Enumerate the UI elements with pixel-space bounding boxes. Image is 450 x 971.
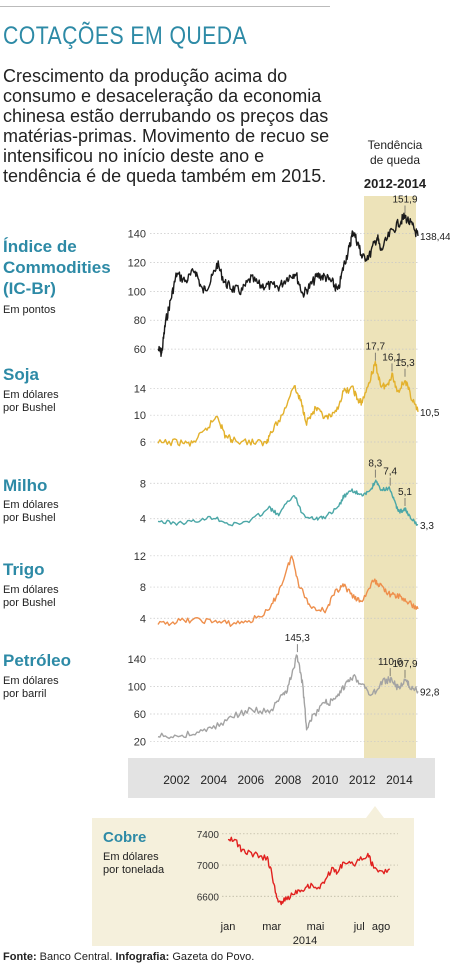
trigo-unit-line2: por Bushel — [3, 597, 56, 609]
soja-data-label: 16,1 — [382, 352, 402, 363]
soja-data-label: 10,5 — [420, 408, 440, 419]
x-tick-label: 2012 — [349, 773, 376, 787]
trigo-series-line — [157, 555, 419, 627]
cobre-unit-line2: por tonelada — [103, 864, 165, 876]
petroleo-data-label: 110,6 — [378, 657, 403, 668]
ic-title-line2: Commodities — [3, 258, 111, 277]
cobre-x-tick-label: ago — [372, 921, 390, 933]
petroleo-data-label: 145,3 — [285, 633, 310, 644]
ic-series-line — [157, 212, 419, 357]
ic-y-tick-label: 80 — [134, 315, 146, 327]
ic-data-label: 151,9 — [392, 194, 417, 205]
milho-data-label: 5,1 — [398, 487, 412, 498]
cobre-x-tick-label: jan — [220, 921, 236, 933]
x-tick-label: 2002 — [163, 773, 190, 787]
ic-y-tick-label: 140 — [128, 229, 146, 241]
soja-unit-line2: por Bushel — [3, 402, 56, 414]
ic-title-line1: Índice de — [3, 237, 77, 256]
cobre-series-line — [227, 836, 391, 906]
footer-infographic: Gazeta do Povo. — [169, 951, 255, 963]
soja-data-label: 17,7 — [366, 342, 386, 353]
petroleo-unit-line2: por barril — [3, 688, 47, 700]
trend-period: 2012-2014 — [363, 176, 427, 191]
milho-data-label: 3,3 — [420, 521, 434, 532]
milho-unit-line1: Em dólares — [3, 499, 59, 511]
milho-title: Milho — [3, 476, 48, 495]
petroleo-unit-line1: Em dólares — [3, 675, 59, 687]
soja-unit-line1: Em dólares — [3, 389, 59, 401]
ic-y-tick-label: 60 — [134, 344, 146, 356]
soja-data-label: 15,3 — [395, 358, 415, 369]
trigo-y-tick-label: 12 — [134, 551, 146, 563]
ic-title-line3: (IC-Br) — [3, 279, 56, 298]
x-axis-bar — [128, 758, 435, 798]
ic-y-tick-label: 100 — [128, 286, 146, 298]
milho-unit: Em dólares por Bushel — [3, 499, 59, 525]
soja-title: Soja — [3, 365, 39, 384]
trigo-y-tick-label: 4 — [140, 613, 146, 625]
footer-source: Banco Central. — [36, 951, 116, 963]
petroleo-y-tick-label: 100 — [128, 681, 146, 693]
petroleo-data-label: 92,8 — [420, 687, 440, 698]
milho-data-label: 8,3 — [368, 459, 382, 470]
lead-text: Crescimento da produção acima do consumo… — [3, 66, 330, 186]
x-tick-label: 2008 — [275, 773, 302, 787]
soja-y-tick-label: 6 — [140, 437, 146, 449]
ic-title: Índice de Commodities (IC-Br) — [3, 236, 111, 299]
cobre-year-label: 2014 — [293, 935, 317, 947]
trend-label: Tendência de queda — [345, 138, 445, 168]
page-title: COTAÇÕES EM QUEDA — [3, 22, 248, 50]
petroleo-title: Petróleo — [3, 651, 72, 670]
cobre-x-tick-label: jul — [353, 921, 365, 933]
footer-credits: Fonte: Banco Central. Infografia: Gazeta… — [3, 951, 254, 963]
cobre-y-tick-label: 7000 — [197, 861, 220, 872]
milho-data-label: 7,4 — [383, 467, 397, 478]
trigo-unit: Em dólares por Bushel — [3, 584, 59, 610]
milho-y-tick-label: 4 — [140, 514, 146, 526]
trend-label-line1: Tendência — [367, 138, 423, 152]
x-tick-label: 2014 — [386, 773, 413, 787]
trend-label-line2: de queda — [369, 153, 421, 167]
cobre-unit: Em dólares por tonelada — [103, 851, 164, 877]
cobre-unit-line1: Em dólares — [103, 851, 159, 863]
petroleo-data-label: 107,9 — [392, 659, 417, 670]
soja-unit: Em dólares por Bushel — [3, 389, 59, 415]
cobre-y-tick-label: 7400 — [197, 830, 220, 841]
petroleo-unit: Em dólares por barril — [3, 675, 59, 701]
x-tick-label: 2010 — [312, 773, 339, 787]
trigo-unit-line1: Em dólares — [3, 584, 59, 596]
footer-source-label: Fonte: — [3, 951, 37, 963]
x-tick-label: 2004 — [200, 773, 227, 787]
soja-series-line — [157, 360, 419, 447]
cobre-x-tick-label: mar — [262, 921, 281, 933]
milho-series-line — [157, 479, 419, 527]
petroleo-y-tick-label: 20 — [134, 737, 146, 749]
ic-unit: Em pontos — [3, 304, 56, 316]
trigo-title: Trigo — [3, 560, 45, 579]
soja-y-tick-label: 14 — [134, 383, 146, 395]
ic-data-label: 138,44 — [420, 232, 450, 243]
cobre-box-pointer — [366, 806, 384, 818]
milho-unit-line2: por Bushel — [3, 512, 56, 524]
soja-y-tick-label: 10 — [134, 410, 146, 422]
ic-y-tick-label: 120 — [128, 258, 146, 270]
petroleo-y-tick-label: 60 — [134, 709, 146, 721]
x-tick-label: 2006 — [238, 773, 265, 787]
cobre-title: Cobre — [103, 829, 147, 846]
footer-infographic-label: Infografia: — [115, 951, 170, 963]
cobre-box — [92, 818, 414, 946]
cobre-x-tick-label: mai — [307, 921, 325, 933]
petroleo-y-tick-label: 140 — [128, 654, 146, 666]
top-rule — [0, 6, 330, 7]
milho-y-tick-label: 8 — [140, 478, 146, 490]
cobre-y-tick-label: 6600 — [197, 892, 220, 903]
petroleo-series-line — [157, 654, 419, 740]
trigo-y-tick-label: 8 — [140, 582, 146, 594]
